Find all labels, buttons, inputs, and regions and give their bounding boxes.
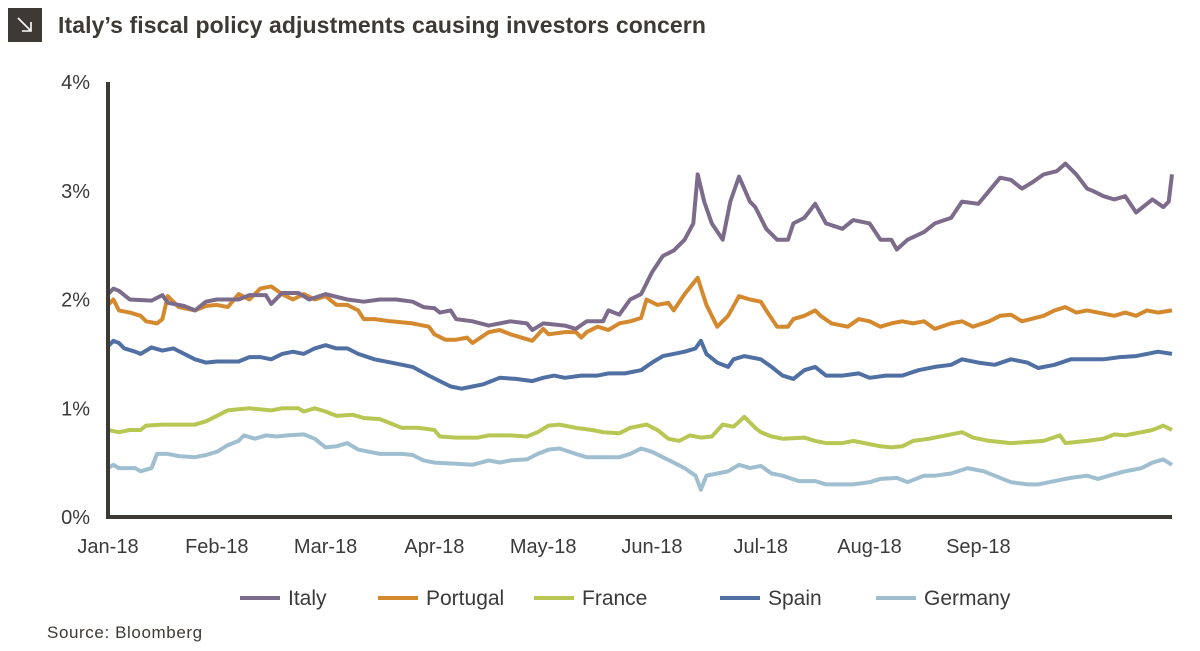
legend-label-spain: Spain [768,587,822,610]
x-tick-label: Aug-18 [837,536,902,558]
y-tick-label: 0% [61,507,90,529]
legend-label-france: France [582,587,647,610]
line-chart: 0% 1% 2% 3% 4% Jan-18 Feb-18 Mar-18 Apr-18 May-1… [61,72,1174,610]
x-axis: Jan-18 Feb-18 Mar-18 Apr-18 May-18 Jun-18 Jul-… [77,536,1010,558]
x-tick-label: Sep-18 [946,536,1011,558]
source-note: Source: Bloomberg [47,623,203,642]
series-line-france [107,406,1173,450]
x-tick-label: Apr-18 [404,536,464,558]
x-tick-label: Jul-18 [734,536,788,558]
chart-title: Italy’s fiscal policy adjustments causin… [58,11,706,38]
series-line-italy [106,161,1174,332]
x-tick-label: Jan-18 [77,536,138,558]
chart-title-bar: Italy’s fiscal policy adjustments causin… [8,8,706,42]
series-line-portugal [106,275,1173,345]
legend-label-italy: Italy [288,587,327,610]
series-line-spain [106,338,1173,391]
trend-down-arrow-icon [8,8,42,42]
x-tick-label: Jun-18 [621,536,682,558]
legend: Italy Portugal France Spain Germany [240,587,1011,610]
series-layer [106,161,1174,492]
legend-label-germany: Germany [924,587,1011,610]
x-tick-label: May-18 [510,536,577,558]
y-tick-label: 3% [61,181,90,203]
y-tick-label: 4% [61,72,90,94]
x-tick-label: Feb-18 [185,536,248,558]
y-tick-label: 1% [61,398,90,420]
y-axis: 0% 1% 2% 3% 4% [61,72,90,529]
series-line-germany [106,432,1174,492]
x-tick-label: Mar-18 [294,536,357,558]
legend-label-portugal: Portugal [426,587,504,610]
y-tick-label: 2% [61,290,90,312]
